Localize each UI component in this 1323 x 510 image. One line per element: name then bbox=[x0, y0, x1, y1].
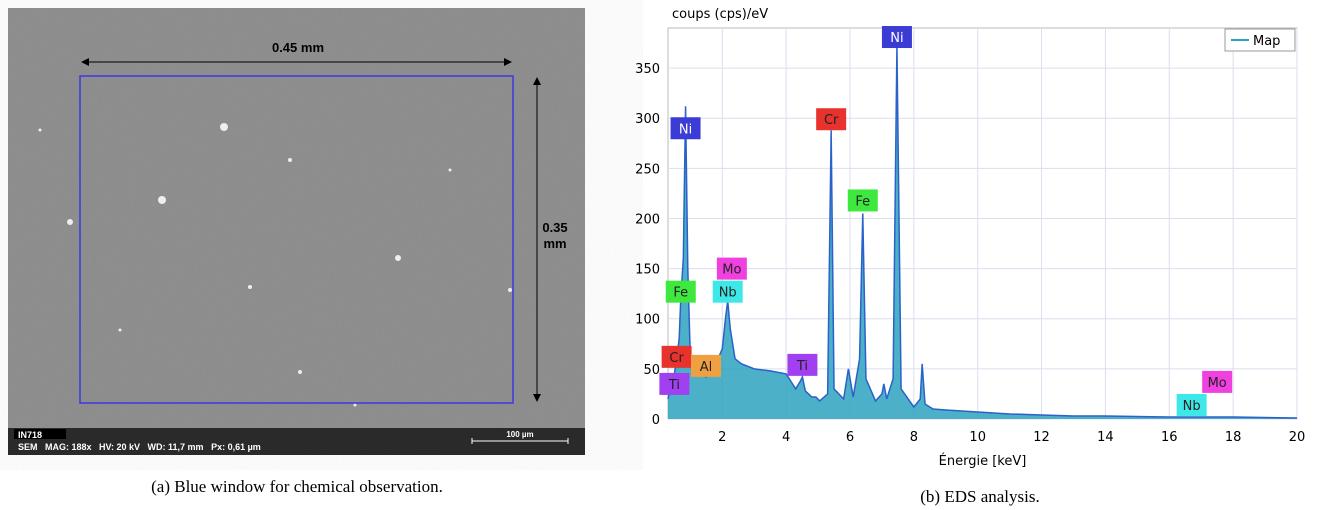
observation-window bbox=[79, 75, 514, 404]
height-label: 0.35 bbox=[542, 220, 567, 235]
x-axis-label: Énergie [keV] bbox=[939, 453, 1027, 469]
y-tick-label: 200 bbox=[635, 212, 660, 227]
scale-label: 100 µm bbox=[506, 430, 533, 439]
peak-label: Ni bbox=[679, 122, 692, 137]
peak-label-box bbox=[881, 26, 912, 49]
peak-label: Al bbox=[700, 360, 713, 375]
peak-label: Mo bbox=[1208, 376, 1227, 391]
x-tick-label: 14 bbox=[1097, 430, 1114, 445]
peak-label-box bbox=[661, 345, 692, 368]
peak-label: Fe bbox=[673, 286, 688, 301]
peak-label-box bbox=[816, 108, 847, 131]
y-tick-label: 50 bbox=[643, 363, 660, 378]
sem-texture bbox=[8, 8, 585, 428]
peak-label-box bbox=[665, 280, 696, 303]
peak-label: Nb bbox=[719, 286, 737, 301]
sample-tag bbox=[14, 429, 66, 439]
peak-label-box bbox=[1176, 393, 1207, 416]
x-tick-label: 4 bbox=[782, 430, 790, 445]
x-tick-label: 12 bbox=[1033, 430, 1050, 445]
peak-label-box bbox=[670, 117, 701, 140]
peak-label-box bbox=[690, 354, 721, 377]
peak-label-box bbox=[1202, 370, 1233, 393]
y-tick-label: 300 bbox=[635, 112, 660, 127]
x-tick-label: 20 bbox=[1289, 430, 1306, 445]
x-tick-label: 2 bbox=[718, 430, 726, 445]
peak-label: Cr bbox=[669, 351, 684, 366]
peak-label: Mo bbox=[722, 263, 741, 278]
x-tick-label: 16 bbox=[1161, 430, 1178, 445]
x-tick-label: 10 bbox=[969, 430, 986, 445]
x-tick-label: 8 bbox=[910, 430, 918, 445]
peak-label: Fe bbox=[855, 194, 870, 209]
peak-label-box bbox=[716, 257, 747, 280]
y-tick-label: 100 bbox=[635, 313, 660, 328]
caption: (b) EDS analysis. bbox=[920, 487, 1039, 506]
legend-label: Map bbox=[1253, 34, 1280, 49]
peak-label: Ti bbox=[796, 359, 808, 374]
width-label: 0.45 mm bbox=[272, 40, 324, 55]
legend bbox=[1224, 28, 1296, 52]
plot-area bbox=[667, 27, 1298, 420]
peak-label-box bbox=[787, 353, 818, 376]
sem-info: SEM MAG: 188x HV: 20 kV WD: 11,7 mm Px: … bbox=[18, 442, 261, 452]
peak-label: Nb bbox=[1183, 399, 1201, 414]
x-tick-label: 6 bbox=[846, 430, 854, 445]
eds-chart: 0 50 100 150 200 250 300 350 2 4 6 8 10 12 14 16 18 20 cou… bbox=[635, 7, 1305, 469]
x-tick-label: 18 bbox=[1225, 430, 1242, 445]
peak-label: Ni bbox=[890, 31, 903, 46]
spectrum-area bbox=[668, 46, 1297, 420]
scale-bar bbox=[471, 438, 569, 444]
y-tick-label: 250 bbox=[635, 162, 660, 177]
height-label: mm bbox=[543, 236, 566, 251]
peak-label-box bbox=[712, 280, 743, 303]
y-axis-label: coups (cps)/eV bbox=[672, 7, 768, 22]
sample-label: IN718 bbox=[18, 430, 42, 440]
peak-label: Cr bbox=[824, 113, 839, 128]
sem-panel: 0.45 mm 0.35 mm IN718 SEM MAG: 188x HV: … bbox=[8, 8, 585, 455]
y-tick-label: 0 bbox=[652, 413, 660, 428]
caption: (a) Blue window for chemical observation… bbox=[151, 477, 443, 496]
peak-label-box bbox=[847, 189, 878, 212]
peak-label: Ti bbox=[668, 378, 680, 393]
y-tick-label: 350 bbox=[635, 62, 660, 77]
y-tick-label: 150 bbox=[635, 263, 660, 278]
peak-label-box bbox=[659, 372, 690, 395]
particles bbox=[38, 123, 512, 407]
